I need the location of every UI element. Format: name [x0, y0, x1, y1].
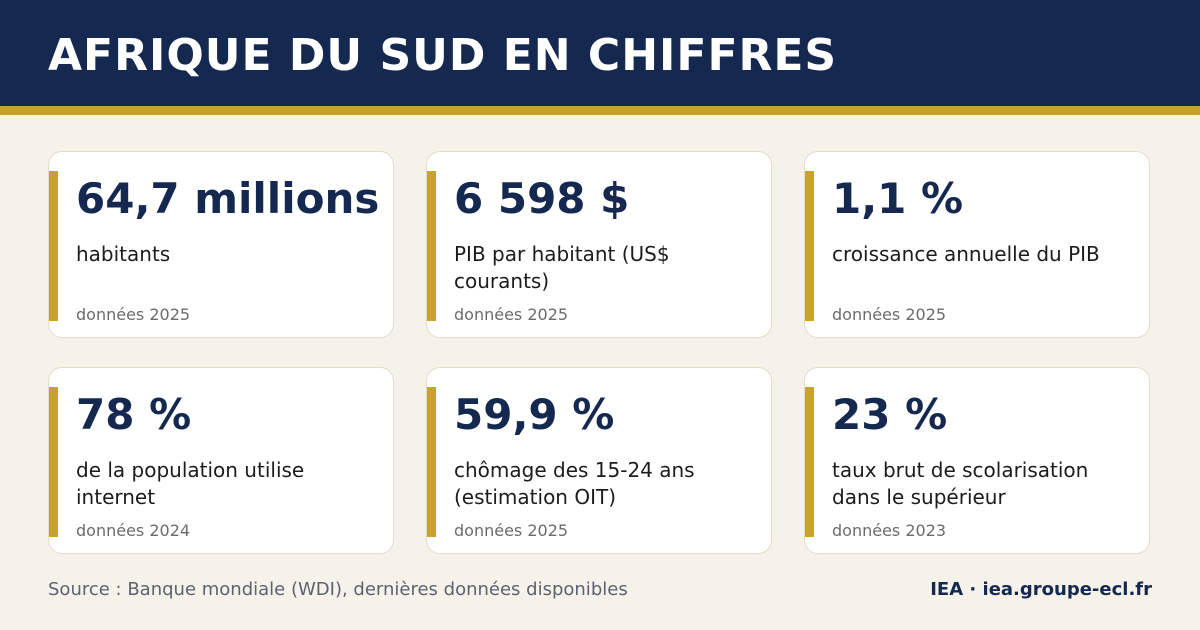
stat-year: données 2025 — [454, 521, 569, 540]
source-note: Source : Banque mondiale (WDI), dernière… — [48, 579, 628, 600]
header-banner: AFRIQUE DU SUD EN CHIFFRES — [0, 0, 1200, 106]
stat-card-gdp-growth: 1,1 % croissance annuelle du PIB données… — [804, 151, 1150, 338]
header-divider — [0, 106, 1200, 115]
stat-year: données 2024 — [76, 521, 191, 540]
card-accent-bar — [805, 387, 814, 537]
stat-card-youth-unemployment: 59,9 % chômage des 15-24 ans (estimation… — [426, 367, 772, 554]
stat-label: de la population utilise internet — [76, 458, 305, 509]
stat-value: 78 % — [76, 390, 192, 439]
stat-label: habitants — [76, 242, 171, 266]
page-title: AFRIQUE DU SUD EN CHIFFRES — [48, 30, 838, 81]
stat-label: taux brut de scolarisation dans le supér… — [832, 458, 1089, 509]
stat-year: données 2023 — [832, 521, 947, 540]
brand-credit: IEA · iea.groupe-ecl.fr — [930, 579, 1152, 600]
stat-value: 59,9 % — [454, 390, 615, 439]
stat-card-population: 64,7 millions habitants données 2025 — [48, 151, 394, 338]
stat-card-internet-use: 78 % de la population utilise internet d… — [48, 367, 394, 554]
card-accent-bar — [49, 171, 58, 321]
stat-value: 23 % — [832, 390, 948, 439]
stat-card-tertiary-enrollment: 23 % taux brut de scolarisation dans le … — [804, 367, 1150, 554]
stat-card-gdp-per-capita: 6 598 $ PIB par habitant (US$ courants) … — [426, 151, 772, 338]
stat-label: croissance annuelle du PIB — [832, 242, 1100, 266]
stat-value: 64,7 millions — [76, 174, 380, 223]
card-accent-bar — [427, 387, 436, 537]
card-accent-bar — [49, 387, 58, 537]
stat-value: 1,1 % — [832, 174, 964, 223]
card-accent-bar — [805, 171, 814, 321]
stat-label: chômage des 15-24 ans (estimation OIT) — [454, 458, 695, 509]
stat-year: données 2025 — [454, 305, 569, 324]
stat-year: données 2025 — [832, 305, 947, 324]
card-accent-bar — [427, 171, 436, 321]
stat-year: données 2025 — [76, 305, 191, 324]
stat-label: PIB par habitant (US$ courants) — [454, 242, 670, 293]
stat-value: 6 598 $ — [454, 174, 630, 223]
